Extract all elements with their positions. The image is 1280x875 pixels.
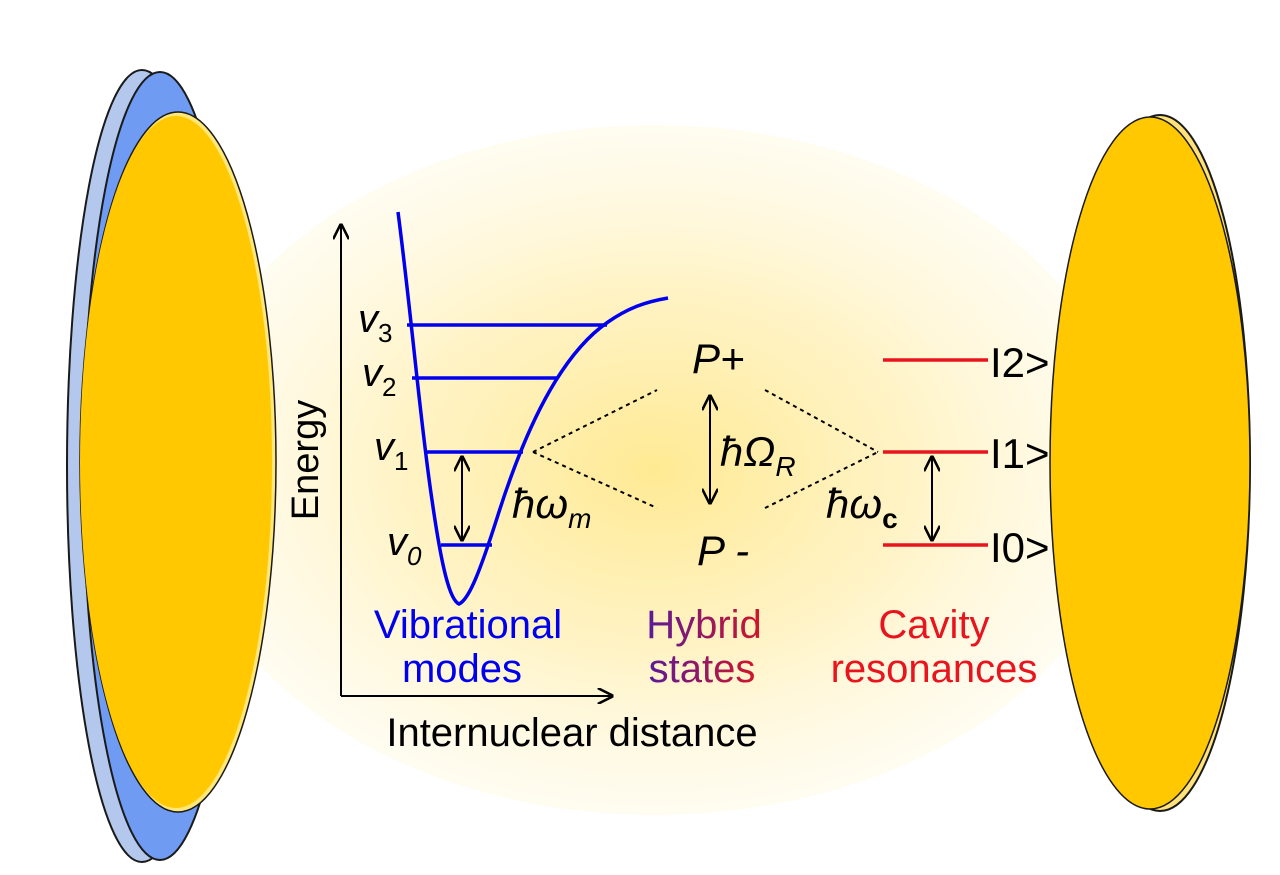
label-v0: v0: [387, 520, 422, 571]
cavity-glow: [175, 125, 1135, 815]
x-axis-label: Internuclear distance: [386, 711, 757, 755]
vibrational-caption-line2: modes: [402, 647, 522, 691]
cavity-levels: [883, 358, 988, 547]
cavity-caption-line2: resonances: [831, 647, 1038, 691]
left-mirror: [66, 69, 277, 863]
y-axis-label: Energy: [285, 400, 327, 520]
cavity-caption-line1: Cavity: [878, 603, 989, 647]
hybrid-caption-line1: Hybrid: [646, 603, 762, 647]
label-v3: v3: [358, 297, 392, 348]
vibrational-transition-label: ħωm: [512, 480, 591, 534]
right-mirror: [1049, 114, 1251, 812]
rabi-splitting-label: ħΩR: [720, 428, 796, 482]
cavity-transition-label: ħωc: [826, 480, 898, 534]
cavity-level-label-1: I1>: [990, 430, 1050, 477]
cavity-level-label-0: I0>: [990, 524, 1050, 571]
axes: [341, 225, 612, 696]
label-v2: v2: [362, 351, 396, 402]
hybrid-caption-line2: states: [649, 647, 756, 691]
vibrational-levels: [407, 323, 607, 547]
cavity-level-label-2: I2>: [990, 339, 1050, 386]
coupling-lines: [532, 389, 879, 509]
vibrational-caption-line1: Vibrational: [374, 603, 562, 647]
label-v1: v1: [374, 425, 408, 476]
hybrid-upper-label: P+: [692, 335, 745, 382]
hybrid-lower-label: P -: [697, 527, 749, 574]
